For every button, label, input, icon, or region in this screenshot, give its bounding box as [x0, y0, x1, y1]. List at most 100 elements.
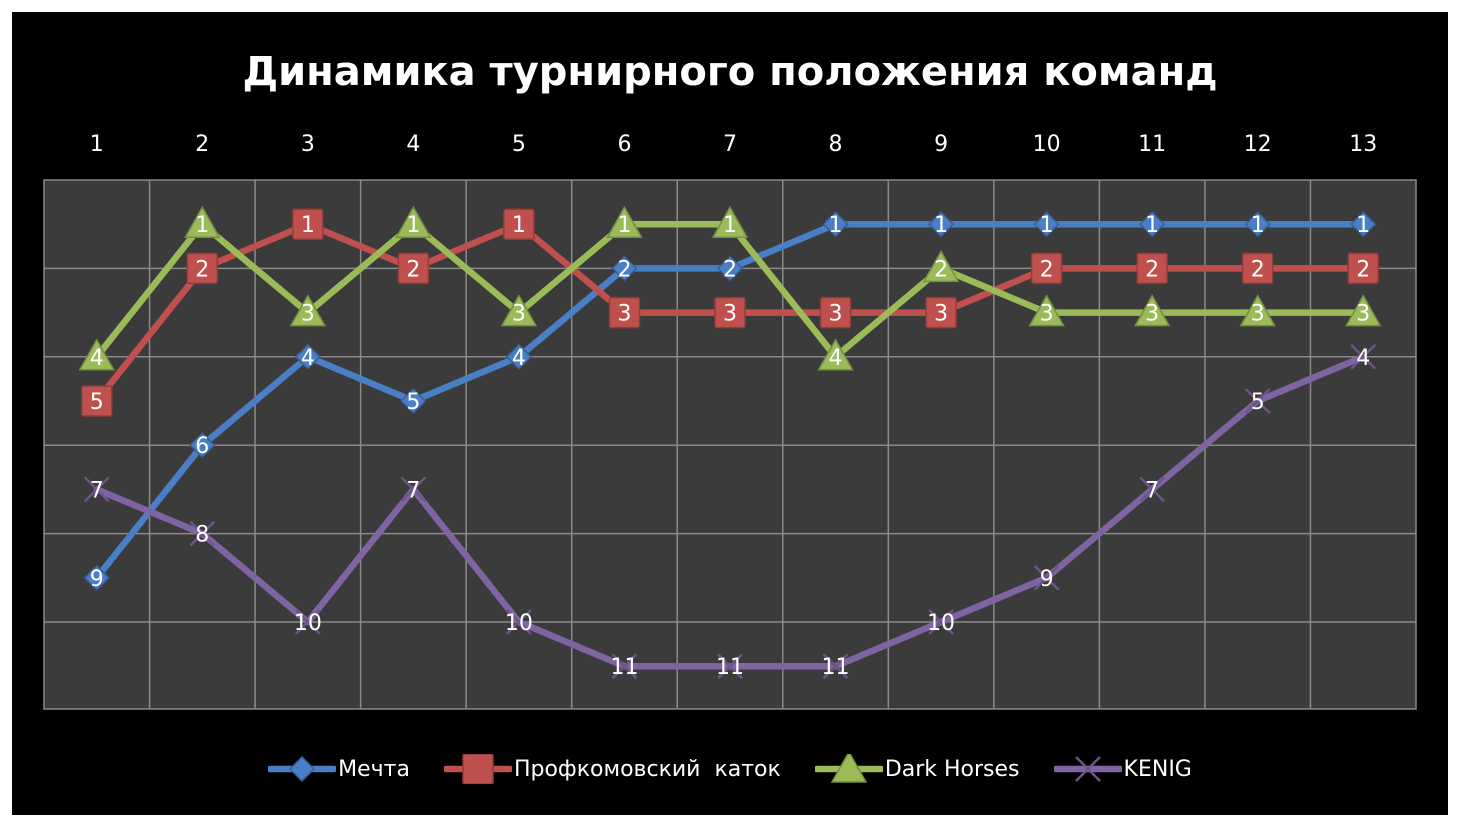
- data-label: 2: [1251, 257, 1265, 282]
- data-label: 2: [195, 257, 209, 282]
- data-label: 2: [406, 257, 420, 282]
- data-label: 1: [1040, 213, 1054, 238]
- x-tick-label: 7: [723, 132, 737, 157]
- data-point-marker: [289, 755, 316, 783]
- data-point-marker: [184, 205, 221, 238]
- data-point-marker: [506, 609, 532, 635]
- data-point-marker: [716, 255, 744, 282]
- data-point-marker: [292, 208, 324, 240]
- data-point-marker: [1350, 343, 1377, 370]
- data-label: 7: [1145, 478, 1159, 503]
- data-point-marker: [1133, 294, 1171, 327]
- data-label: 3: [1251, 302, 1265, 327]
- data-point-marker: [822, 653, 849, 680]
- x-tick-label: 13: [1349, 132, 1377, 157]
- data-point-marker: [819, 296, 852, 329]
- data-point-marker: [606, 205, 643, 238]
- data-label: 3: [301, 302, 315, 327]
- data-label: 4: [512, 346, 526, 371]
- data-point-marker: [717, 653, 743, 680]
- data-point-marker: [714, 296, 746, 329]
- data-label: 1: [1356, 213, 1370, 238]
- legend-label: Мечта: [338, 756, 410, 782]
- legend-label: Профкомовский каток: [513, 756, 781, 782]
- x-tick-label: 8: [829, 132, 843, 157]
- legend-key-triangle-icon: [814, 754, 883, 783]
- x-tick-label: 3: [301, 132, 315, 157]
- x-tick-label: 12: [1244, 132, 1272, 157]
- data-label: 1: [1145, 213, 1159, 238]
- data-point-marker: [817, 338, 854, 371]
- series-group: [81, 208, 1379, 417]
- legend-item: Мечта: [268, 754, 410, 784]
- data-point-marker: [83, 564, 110, 591]
- data-point-marker: [505, 343, 532, 370]
- data-label: 6: [195, 434, 209, 459]
- data-label: 2: [1356, 257, 1370, 282]
- data-point-marker: [503, 208, 535, 240]
- data-point-marker: [83, 476, 110, 503]
- data-point-marker: [189, 432, 216, 459]
- data-label: 3: [1145, 302, 1159, 327]
- data-point-marker: [81, 385, 113, 417]
- data-point-marker: [1033, 564, 1060, 591]
- data-point-marker: [1350, 211, 1377, 238]
- data-label: 3: [512, 302, 526, 327]
- data-point-marker: [611, 255, 638, 282]
- data-point-marker: [925, 296, 957, 329]
- data-label: 10: [927, 611, 955, 636]
- data-point-marker: [189, 520, 216, 547]
- data-point-marker: [611, 653, 638, 680]
- data-label: 3: [1356, 302, 1370, 327]
- data-label: 1: [406, 213, 420, 238]
- chart-legend: Мечта Профкомовский каток Dark Horses KENIG: [0, 754, 1460, 784]
- series-group: [78, 205, 1382, 371]
- data-point-marker: [395, 205, 432, 238]
- data-point-marker: [1347, 252, 1379, 285]
- data-label: 9: [1040, 567, 1054, 592]
- data-label: 2: [934, 257, 948, 282]
- data-label: 4: [301, 346, 315, 371]
- data-point-marker: [1028, 294, 1065, 327]
- legend-key-square-icon: [443, 754, 512, 784]
- data-point-marker: [1033, 211, 1060, 238]
- legend-item: KENIG: [1053, 754, 1192, 784]
- data-point-marker: [1139, 211, 1166, 238]
- data-label: 3: [617, 302, 631, 327]
- data-label: 1: [301, 213, 315, 238]
- data-point-marker: [928, 609, 954, 635]
- x-tick-label: 10: [1033, 132, 1061, 157]
- data-label: 2: [1040, 257, 1054, 282]
- data-point-marker: [1239, 294, 1276, 327]
- data-point-marker: [1244, 388, 1271, 414]
- data-point-marker: [294, 343, 321, 370]
- x-tick-label: 4: [406, 132, 420, 157]
- data-point-marker: [400, 387, 427, 415]
- data-label: 7: [406, 478, 420, 503]
- data-label: 10: [505, 611, 533, 636]
- x-tick-label: 5: [512, 132, 526, 157]
- x-tick-label: 6: [617, 132, 631, 157]
- data-label: 3: [829, 302, 843, 327]
- data-point-marker: [186, 252, 219, 285]
- data-label: 11: [716, 655, 744, 680]
- data-label: 2: [1145, 257, 1159, 282]
- data-label: 11: [822, 655, 850, 680]
- data-point-marker: [1241, 252, 1274, 285]
- data-label: 4: [1356, 346, 1370, 371]
- data-label: 3: [934, 302, 948, 327]
- data-label: 2: [723, 257, 737, 282]
- legend-label: KENIG: [1123, 756, 1192, 782]
- data-point-marker: [928, 211, 955, 238]
- data-point-marker: [500, 294, 538, 327]
- data-label: 11: [610, 655, 638, 680]
- data-label: 1: [934, 213, 948, 238]
- x-tick-label: 11: [1138, 132, 1166, 157]
- chart-title: Динамика турнирного положения команд: [242, 49, 1218, 95]
- data-point-marker: [608, 296, 641, 329]
- data-point-marker: [1139, 476, 1166, 503]
- data-label: 10: [294, 611, 322, 636]
- data-label: 4: [829, 346, 843, 371]
- legend-key-x-icon: [1053, 756, 1122, 782]
